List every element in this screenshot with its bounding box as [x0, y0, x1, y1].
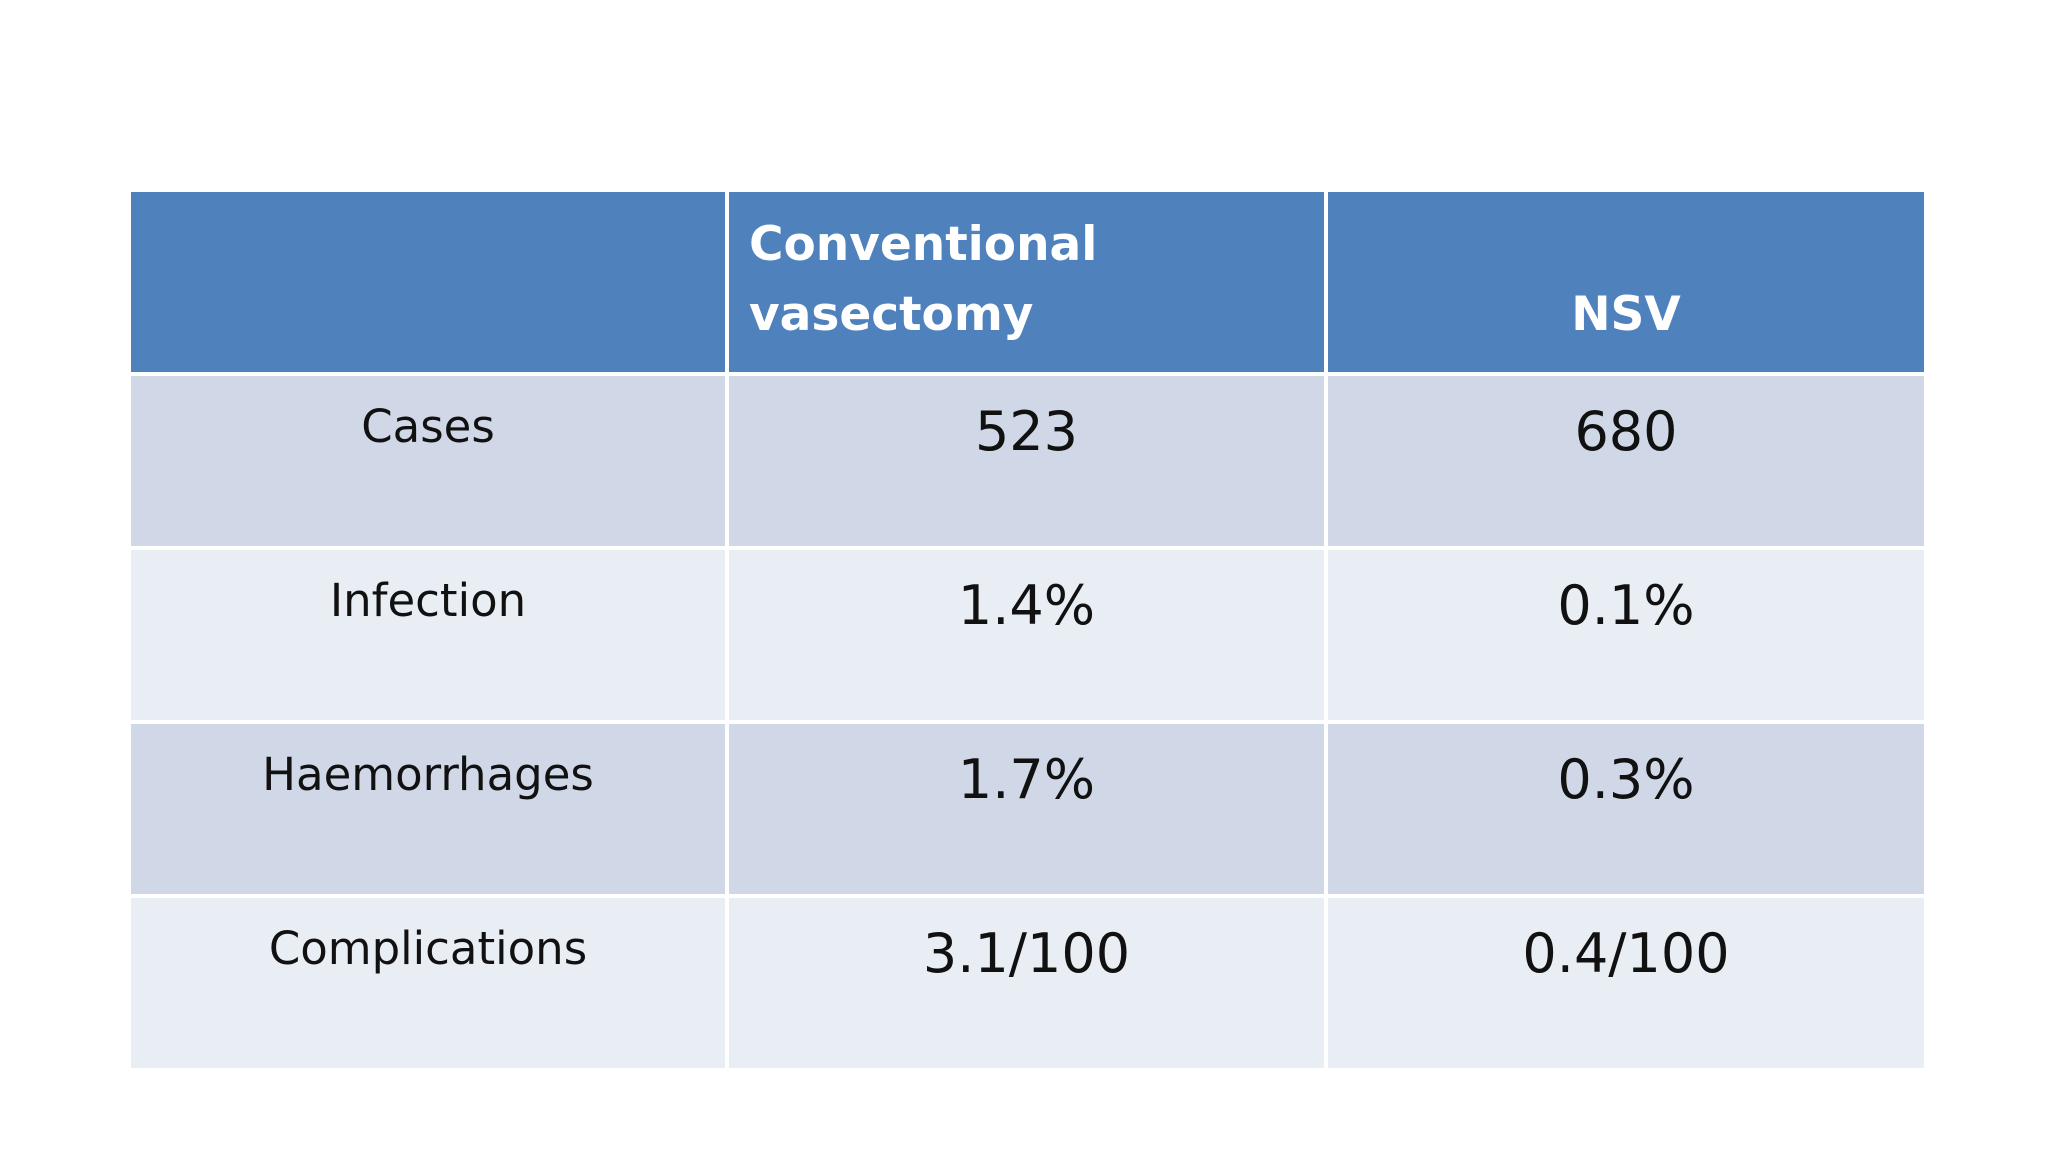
row-label: Complications: [131, 898, 725, 1068]
table-cell: 523: [729, 376, 1324, 546]
header-cell: [131, 192, 725, 372]
table: Conventional vasectomy NSV Cases 523 680 In…: [131, 192, 1924, 1068]
table-cell: 0.3%: [1328, 724, 1924, 894]
table-cell: 3.1/100: [729, 898, 1324, 1068]
row-label: Cases: [131, 376, 725, 546]
header-cell: NSV: [1328, 192, 1924, 372]
table-cell: 1.4%: [729, 550, 1324, 720]
table-cell: 0.1%: [1328, 550, 1924, 720]
table-cell: 680: [1328, 376, 1924, 546]
row-label: Infection: [131, 550, 725, 720]
table-cell: 1.7%: [729, 724, 1324, 894]
table-cell: 0.4/100: [1328, 898, 1924, 1068]
header-cell: Conventional vasectomy: [729, 192, 1324, 372]
row-label: Haemorrhages: [131, 724, 725, 894]
